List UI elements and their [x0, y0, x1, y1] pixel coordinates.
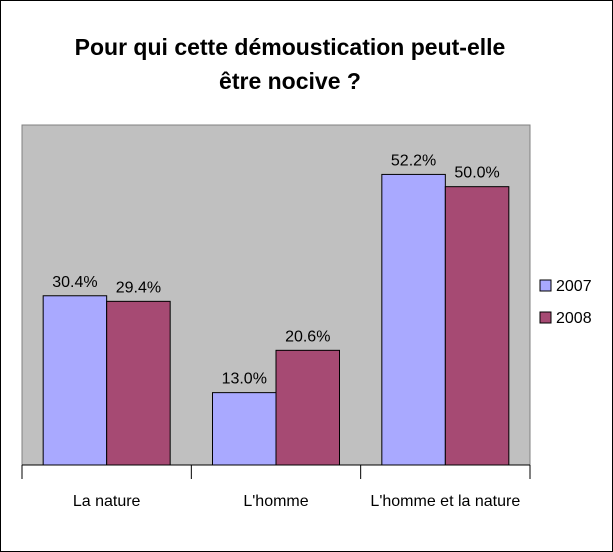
- x-tick-label: La nature: [72, 493, 141, 510]
- bar: [275, 349, 340, 466]
- bar: [42, 295, 108, 466]
- data-label: 29.4%: [116, 279, 161, 296]
- data-label: 13.0%: [222, 371, 267, 388]
- chart-title: Pour qui cette démoustication peut-elle …: [74, 34, 506, 94]
- legend-label: 2008: [556, 310, 592, 327]
- bar: [212, 392, 277, 466]
- bar: [444, 186, 510, 466]
- legend-swatch: [539, 311, 552, 324]
- data-label: 20.6%: [285, 328, 330, 345]
- bar: [106, 300, 171, 466]
- x-tick-label: L'homme et la nature: [370, 493, 521, 510]
- data-label: 30.4%: [52, 274, 97, 291]
- x-tick-label: L'homme: [243, 493, 309, 510]
- data-label: 50.0%: [454, 165, 499, 182]
- bar: [381, 173, 446, 466]
- legend-swatch: [539, 279, 552, 292]
- data-label: 52.2%: [391, 152, 436, 169]
- legend-label: 2007: [556, 278, 592, 295]
